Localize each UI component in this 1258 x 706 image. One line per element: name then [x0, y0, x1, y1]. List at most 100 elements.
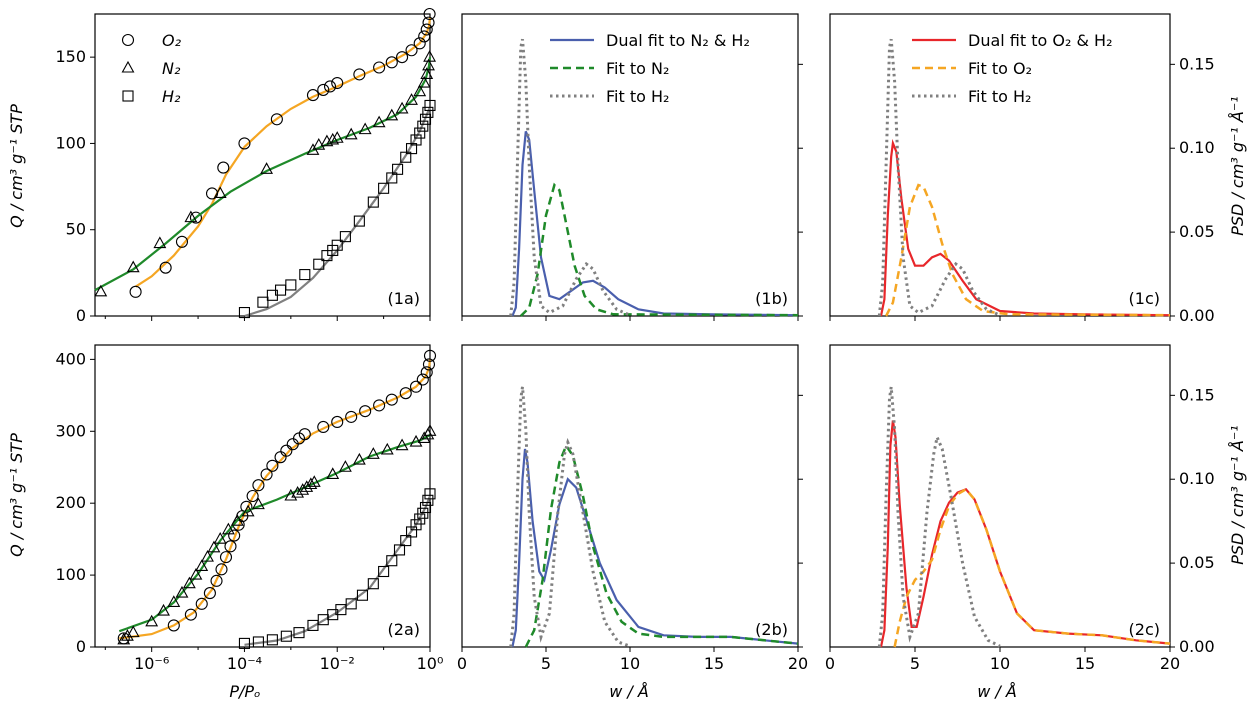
y-tick-label-2c: 0.05 [1179, 553, 1215, 572]
data-point-1a [126, 260, 140, 273]
data-point-1a [422, 16, 435, 29]
data-point-2a [385, 393, 398, 406]
data-point-2a [380, 442, 394, 455]
data-point-1a [423, 7, 436, 21]
legend-label: Fit to H₂ [606, 87, 669, 106]
legend-label: O₂ [162, 31, 182, 50]
data-point-2a [210, 574, 223, 587]
data-point-1a [392, 163, 404, 175]
fit-line-2a [118, 433, 431, 633]
data-point-2a [189, 567, 203, 580]
data-point-1a [385, 108, 399, 121]
data-point-2a [219, 551, 233, 564]
data-point-1a [367, 196, 379, 208]
data-point-2a [386, 555, 398, 567]
series-line-1b [511, 130, 799, 317]
data-point-1a [339, 231, 351, 243]
data-point-2a [307, 619, 319, 631]
legend-label: Fit to O₂ [968, 59, 1032, 78]
data-point-2a [167, 619, 180, 632]
data-point-2a [126, 625, 140, 638]
data-point-2a [366, 447, 380, 459]
data-point-1a [405, 44, 418, 57]
data-point-1a [320, 134, 334, 147]
panel-label-1b: (1b) [755, 289, 788, 308]
data-point-2a [228, 529, 241, 542]
panel-label-2c: (2c) [1129, 620, 1160, 639]
axes-frame-2b [461, 344, 799, 648]
data-point-2a [157, 603, 170, 616]
iso-y-label-bottom: Q / cm³ g⁻¹ STP [7, 433, 26, 557]
x-tick-label-2c: 20 [1160, 654, 1180, 673]
data-point-1a [331, 239, 343, 251]
data-point-2a [304, 477, 318, 490]
data-point-1a [420, 23, 433, 36]
data-point-2a [215, 563, 228, 576]
data-point-2a [395, 438, 409, 451]
data-point-1a [159, 261, 172, 274]
data-point-2a [359, 405, 372, 418]
data-point-2a [117, 632, 131, 645]
y-tick-label-1c: 0.10 [1179, 138, 1215, 157]
data-point-1a [238, 137, 251, 150]
data-point-1a [417, 120, 429, 132]
series-line-2c [877, 386, 1001, 648]
legend-psd-b: Dual fit to N₂ & H₂ Fit to N₂ Fit to H₂ [550, 31, 750, 106]
data-point-1a [373, 61, 386, 74]
data-point-2a [266, 459, 279, 472]
x-tick-label-2b: 0 [457, 654, 467, 673]
data-point-1a [189, 211, 202, 224]
data-point-1a [422, 58, 435, 71]
data-point-1a [94, 284, 108, 297]
legend-isotherm: O₂ N₂ H₂ [121, 31, 182, 106]
data-point-1a [270, 113, 283, 126]
legend-label: Dual fit to N₂ & H₂ [606, 31, 750, 50]
series-line-1c [884, 183, 1171, 317]
iso-x-label: P/Pₒ [229, 682, 260, 701]
data-point-1a [326, 132, 340, 145]
data-point-2a [120, 629, 134, 641]
fit-line-2a [244, 495, 432, 646]
legend-marker-circle [121, 33, 135, 47]
x-tick-label-2b: 5 [541, 654, 551, 673]
data-point-1a [205, 187, 219, 200]
data-point-2a [352, 452, 366, 465]
data-point-1a [213, 186, 227, 199]
x-tick-label-2c: 10 [990, 654, 1010, 673]
data-point-1a [417, 75, 431, 88]
data-point-2a [203, 587, 216, 600]
data-point-1a [344, 127, 358, 140]
panel-1c: 0.00 0.05 0.10 0.15 (1c) [829, 13, 1215, 325]
data-point-1a [285, 279, 297, 291]
data-point-1a [217, 161, 230, 174]
data-point-2a [317, 420, 330, 434]
y-tick-label-2a: 200 [55, 493, 86, 512]
data-point-2a [331, 415, 344, 428]
data-point-2a [298, 428, 311, 441]
data-point-2a [399, 387, 412, 400]
data-point-2a [184, 608, 197, 621]
data-point-2a [393, 544, 406, 556]
data-point-1a [184, 210, 198, 223]
data-point-1a [414, 127, 426, 139]
data-point-2a [167, 595, 181, 607]
x-tick-label-2b: 20 [788, 654, 808, 673]
psd-x-label-b: w / Å [609, 682, 649, 701]
panel-label-2b: (2b) [755, 620, 788, 639]
legend-marker-square [122, 90, 134, 102]
x-tick-label-2b: 10 [620, 654, 640, 673]
x-tick-label-2c: 5 [910, 654, 920, 673]
data-point-1a [331, 76, 344, 90]
y-tick-label-1a: 50 [66, 220, 86, 239]
y-tick-label-1a: 100 [55, 133, 86, 152]
data-point-1a [358, 122, 372, 135]
panel-label-1c: (1c) [1129, 289, 1160, 308]
data-point-2a [373, 399, 386, 412]
data-point-2a [420, 366, 433, 379]
data-point-2a [221, 522, 235, 535]
legend-label: Fit to N₂ [606, 59, 669, 78]
data-point-1a [400, 151, 412, 163]
x-tick-label-2b: 15 [704, 654, 724, 673]
series-line-1b [509, 38, 631, 317]
